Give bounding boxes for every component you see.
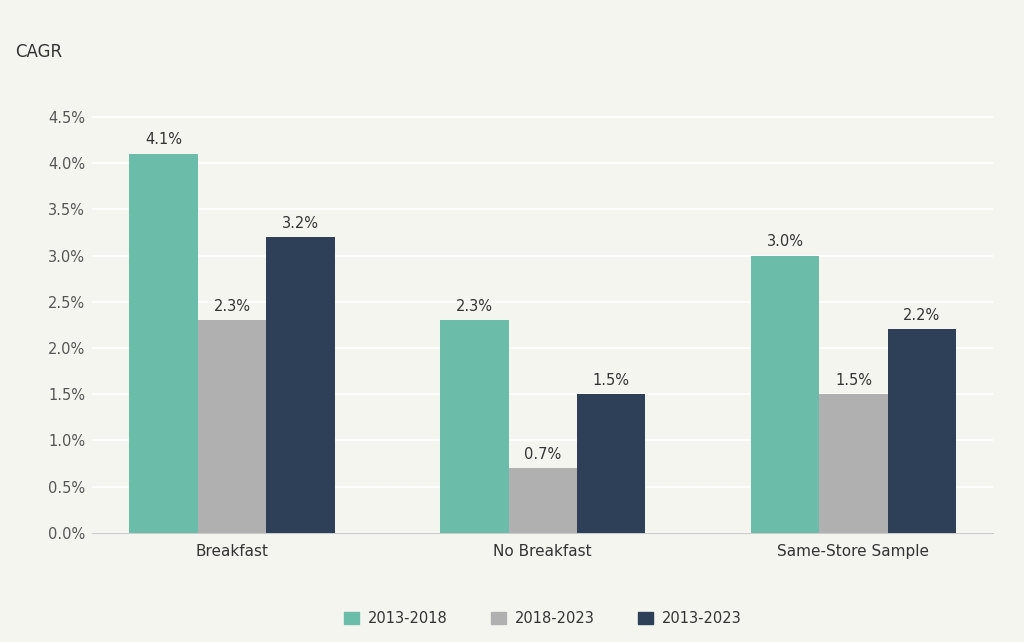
Bar — [577, 394, 645, 533]
Text: 2.3%: 2.3% — [456, 299, 493, 314]
Text: 1.5%: 1.5% — [835, 373, 872, 388]
Text: 2.2%: 2.2% — [903, 308, 940, 323]
Bar — [751, 256, 819, 533]
Text: 3.2%: 3.2% — [282, 216, 318, 230]
Text: 4.1%: 4.1% — [145, 132, 182, 148]
Text: CAGR: CAGR — [15, 43, 62, 61]
Text: 1.5%: 1.5% — [593, 373, 630, 388]
Bar — [819, 394, 888, 533]
Bar — [888, 329, 956, 533]
Bar — [509, 468, 577, 533]
Legend: 2013-2018, 2018-2023, 2013-2023: 2013-2018, 2018-2023, 2013-2023 — [339, 605, 746, 632]
Text: 3.0%: 3.0% — [767, 234, 804, 249]
Text: 2.3%: 2.3% — [213, 299, 251, 314]
Bar — [440, 320, 509, 533]
Text: 0.7%: 0.7% — [524, 447, 561, 462]
Bar — [198, 320, 266, 533]
Bar — [266, 237, 335, 533]
Bar — [129, 154, 198, 533]
